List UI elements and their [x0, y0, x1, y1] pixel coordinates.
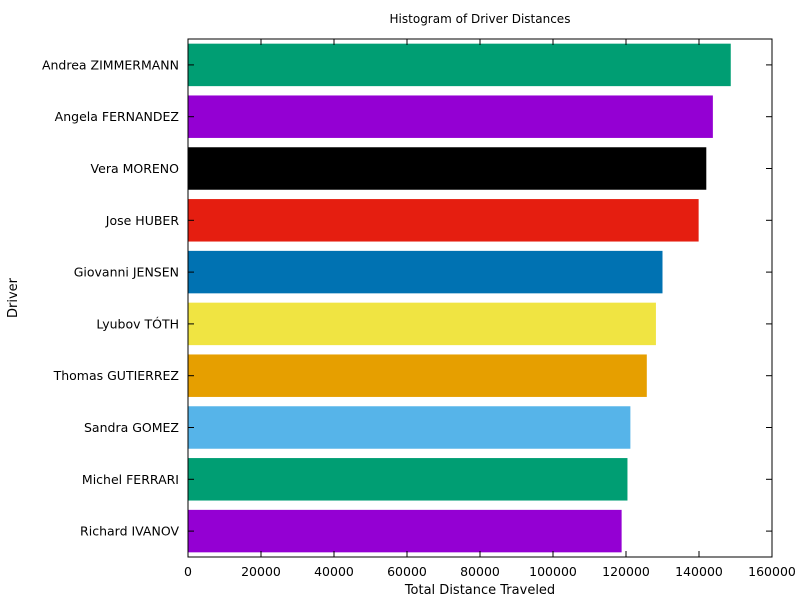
y-tick-label: Richard IVANOV — [80, 524, 179, 539]
bar-angela-fernandez — [188, 95, 713, 138]
y-tick-label: Lyubov TÓTH — [96, 316, 179, 331]
y-tick-label: Angela FERNANDEZ — [55, 109, 179, 124]
x-tick-label: 20000 — [241, 564, 281, 579]
x-tick-label: 60000 — [387, 564, 427, 579]
bars-layer — [188, 43, 731, 553]
chart-title: Histogram of Driver Distances — [390, 12, 571, 26]
x-tick-label: 120000 — [602, 564, 650, 579]
plot-frame — [187, 38, 773, 558]
y-tick-label: Thomas GUTIERREZ — [53, 368, 179, 383]
bar-jose-huber — [188, 199, 699, 242]
x-tick-label: 0 — [184, 564, 192, 579]
bar-richard-ivanov — [188, 509, 622, 553]
bar-andrea-zimmermann — [188, 43, 731, 87]
bar-thomas-gutierrez — [188, 354, 647, 397]
bar-michel-ferrari — [188, 458, 628, 501]
x-tick-label: 160000 — [748, 564, 796, 579]
bar-vera-moreno — [188, 147, 707, 190]
y-tick-label: Jose HUBER — [105, 213, 180, 228]
bar-giovanni-jensen — [188, 250, 663, 294]
y-tick-label: Andrea ZIMMERMANN — [42, 57, 179, 72]
x-tick-label: 140000 — [675, 564, 723, 579]
y-tick-label: Vera MORENO — [91, 161, 180, 176]
x-tick-label: 100000 — [529, 564, 577, 579]
y-axis-label: Driver — [6, 277, 21, 318]
x-tick-label: 80000 — [460, 564, 500, 579]
bar-lyubov-toth — [188, 302, 656, 346]
labels-layer: Andrea ZIMMERMANN Angela FERNANDEZ Vera MO… — [42, 57, 796, 579]
y-tick-label: Sandra GOMEZ — [84, 420, 179, 435]
bar-sandra-gomez — [188, 406, 631, 449]
y-tick-label: Michel FERRARI — [82, 472, 179, 487]
x-tick-label: 40000 — [314, 564, 354, 579]
y-tick-label: Giovanni JENSEN — [74, 265, 179, 280]
x-axis-label: Total Distance Traveled — [404, 583, 555, 598]
